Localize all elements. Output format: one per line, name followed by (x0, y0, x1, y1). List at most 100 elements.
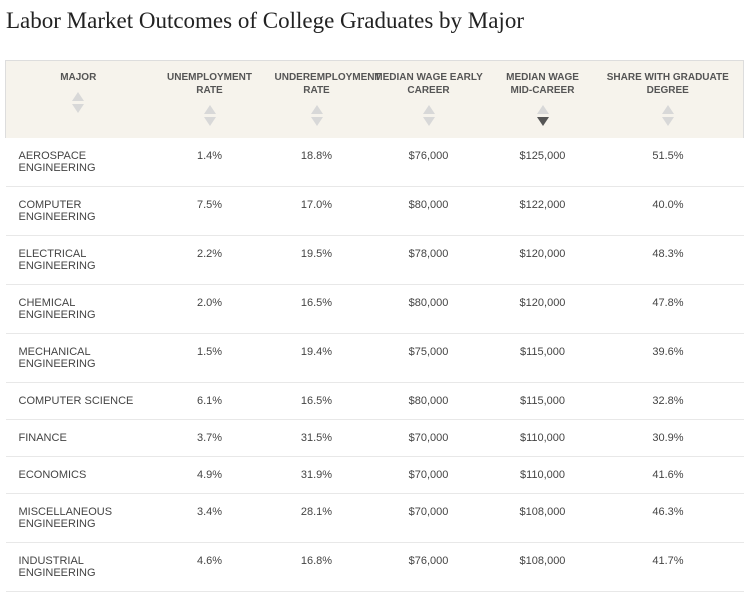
sort-up[interactable] (310, 105, 323, 114)
major-cell: MISCELLANEOUS ENGINEERING (5, 493, 151, 543)
value-cell: $120,000 (492, 235, 593, 285)
value-cell: 19.4% (268, 333, 365, 383)
sort-up[interactable] (422, 105, 435, 114)
value-cell: 32.8% (592, 382, 744, 420)
value-cell: 6.1% (150, 382, 269, 420)
column-header[interactable]: MEDIAN WAGE EARLY CAREER (364, 60, 493, 138)
value-cell: 16.8% (268, 542, 365, 592)
sort-arrows[interactable] (203, 105, 216, 126)
value-cell: 4.6% (150, 542, 269, 592)
sort-down[interactable] (422, 117, 435, 126)
table-row: COMPUTER ENGINEERING 7.5% 17.0% $80,000 $122… (5, 186, 744, 236)
table-row: COMPUTER SCIENCE 6.1% 16.5% $80,000 $115,000… (5, 382, 744, 420)
value-cell: 19.5% (268, 235, 365, 285)
value-cell: 16.5% (268, 284, 365, 334)
value-cell: 40.0% (592, 186, 744, 236)
header-row: MAJOR UNEMPLOYMENT RATE UNDEREMPLOYMENT RA… (5, 60, 744, 138)
value-cell: $108,000 (492, 493, 593, 543)
column-label: UNEMPLOYMENT RATE (167, 72, 252, 96)
value-cell: $75,000 (364, 333, 493, 383)
value-cell: $115,000 (492, 333, 593, 383)
value-cell: 31.5% (268, 419, 365, 457)
table-row: ELECTRICAL ENGINEERING 2.2% 19.5% $78,000 $1… (5, 235, 744, 285)
value-cell: $80,000 (364, 186, 493, 236)
column-header[interactable]: MEDIAN WAGE MID-CAREER (492, 60, 593, 138)
table-row: MISCELLANEOUS ENGINEERING 3.4% 28.1% $70,00… (5, 493, 744, 543)
column-label: SHARE WITH GRADUATE DEGREE (606, 72, 729, 96)
major-cell: AEROSPACE ENGINEERING (5, 138, 151, 187)
value-cell: $70,000 (364, 419, 493, 457)
value-cell: 41.7% (592, 542, 744, 592)
value-cell: 2.0% (150, 284, 269, 334)
major-cell: FINANCE (5, 419, 151, 457)
column-header[interactable]: SHARE WITH GRADUATE DEGREE (592, 60, 744, 138)
value-cell: 47.8% (592, 284, 744, 334)
table-row: ECONOMICS 4.9% 31.9% $70,000 $110,000 41.6% (5, 456, 744, 494)
value-cell: $80,000 (364, 284, 493, 334)
value-cell: 1.4% (150, 138, 269, 187)
sort-down[interactable] (661, 117, 674, 126)
value-cell: 7.5% (150, 186, 269, 236)
column-header[interactable]: UNEMPLOYMENT RATE (150, 60, 269, 138)
sort-arrows[interactable] (661, 105, 674, 126)
major-cell: COMPUTER ENGINEERING (5, 186, 151, 236)
sort-down[interactable] (203, 117, 216, 126)
column-label: MEDIAN WAGE EARLY CAREER (374, 72, 483, 96)
data-table: MAJOR UNEMPLOYMENT RATE UNDEREMPLOYMENT RA… (5, 60, 744, 592)
page: Labor Market Outcomes of College Graduat… (5, 8, 744, 592)
value-cell: $80,000 (364, 382, 493, 420)
table-row: CHEMICAL ENGINEERING 2.0% 16.5% $80,000 $120… (5, 284, 744, 334)
value-cell: 18.8% (268, 138, 365, 187)
value-cell: 3.4% (150, 493, 269, 543)
value-cell: $78,000 (364, 235, 493, 285)
value-cell: 51.5% (592, 138, 744, 187)
column-header[interactable]: MAJOR (5, 60, 151, 138)
value-cell: 2.2% (150, 235, 269, 285)
value-cell: 30.9% (592, 419, 744, 457)
value-cell: 1.5% (150, 333, 269, 383)
sort-up[interactable] (536, 105, 549, 114)
value-cell: $110,000 (492, 456, 593, 494)
column-label: UNDEREMPLOYMENT RATE (274, 72, 381, 96)
sort-down[interactable] (310, 117, 323, 126)
value-cell: $76,000 (364, 138, 493, 187)
sort-down[interactable] (536, 117, 549, 126)
value-cell: 3.7% (150, 419, 269, 457)
value-cell: 17.0% (268, 186, 365, 236)
value-cell: $110,000 (492, 419, 593, 457)
major-cell: INDUSTRIAL ENGINEERING (5, 542, 151, 592)
column-header[interactable]: UNDEREMPLOYMENT RATE (268, 60, 381, 138)
value-cell: 31.9% (268, 456, 365, 494)
value-cell: 4.9% (150, 456, 269, 494)
value-cell: 16.5% (268, 382, 365, 420)
sort-up[interactable] (661, 105, 674, 114)
value-cell: 48.3% (592, 235, 744, 285)
value-cell: $108,000 (492, 542, 593, 592)
value-cell: $70,000 (364, 456, 493, 494)
sort-arrows[interactable] (536, 105, 549, 126)
sort-down[interactable] (72, 104, 85, 113)
value-cell: $122,000 (492, 186, 593, 236)
table-body: AEROSPACE ENGINEERING 1.4% 18.8% $76,000 $12… (5, 138, 744, 592)
sort-up[interactable] (203, 105, 216, 114)
value-cell: 46.3% (592, 493, 744, 543)
major-cell: ECONOMICS (5, 456, 151, 494)
value-cell: $120,000 (492, 284, 593, 334)
table-row: FINANCE 3.7% 31.5% $70,000 $110,000 30.9% (5, 419, 744, 457)
column-label: MAJOR (60, 72, 97, 83)
table-row: MECHANICAL ENGINEERING 1.5% 19.4% $75,000 $1… (5, 333, 744, 383)
value-cell: $70,000 (364, 493, 493, 543)
major-cell: MECHANICAL ENGINEERING (5, 333, 151, 383)
column-label: MEDIAN WAGE MID-CAREER (506, 72, 579, 96)
sort-arrows[interactable] (310, 105, 323, 126)
sort-arrows[interactable] (422, 105, 435, 126)
sort-up[interactable] (72, 92, 85, 101)
major-cell: COMPUTER SCIENCE (5, 382, 151, 420)
value-cell: $115,000 (492, 382, 593, 420)
value-cell: $125,000 (492, 138, 593, 187)
value-cell: 39.6% (592, 333, 744, 383)
value-cell: $76,000 (364, 542, 493, 592)
major-cell: ELECTRICAL ENGINEERING (5, 235, 151, 285)
sort-arrows[interactable] (72, 92, 85, 113)
major-cell: CHEMICAL ENGINEERING (5, 284, 151, 334)
